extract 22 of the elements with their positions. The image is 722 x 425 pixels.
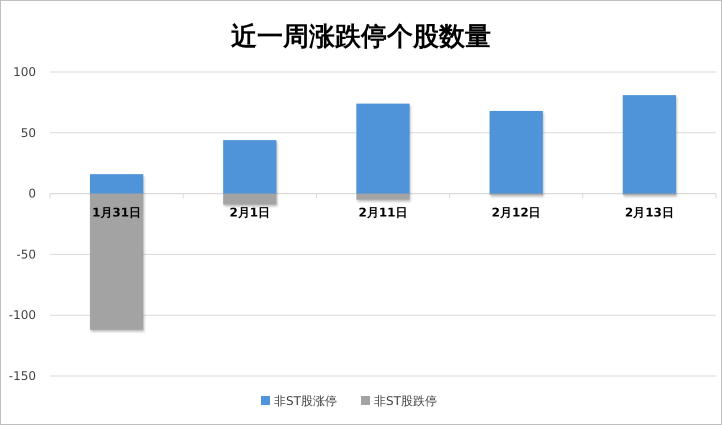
bar (223, 194, 276, 205)
y-tick-label: 0 (28, 186, 36, 201)
legend-label: 非ST股涨停 (274, 394, 337, 408)
x-tick-label: 2月13日 (624, 206, 674, 220)
x-tick-label: 2月12日 (492, 206, 541, 220)
bar (223, 140, 276, 194)
chart-title: 近一周涨跌停个股数量 (231, 22, 491, 52)
y-tick-label: -100 (8, 308, 36, 322)
bar (490, 110, 543, 194)
bar (356, 104, 410, 194)
x-tick-label: 2月1日 (229, 206, 270, 220)
bar (90, 194, 144, 330)
legend-label: 非ST股跌停 (374, 394, 437, 408)
bar (90, 174, 144, 194)
y-tick-label: 100 (13, 65, 36, 79)
bar (356, 194, 410, 200)
y-tick-label: 50 (20, 126, 36, 140)
y-tick-label: -50 (16, 247, 36, 262)
y-tick-label: -150 (8, 369, 36, 383)
x-tick-label: 1月31日 (92, 206, 142, 220)
bar (622, 95, 676, 194)
x-tick-label: 2月11日 (358, 206, 408, 220)
